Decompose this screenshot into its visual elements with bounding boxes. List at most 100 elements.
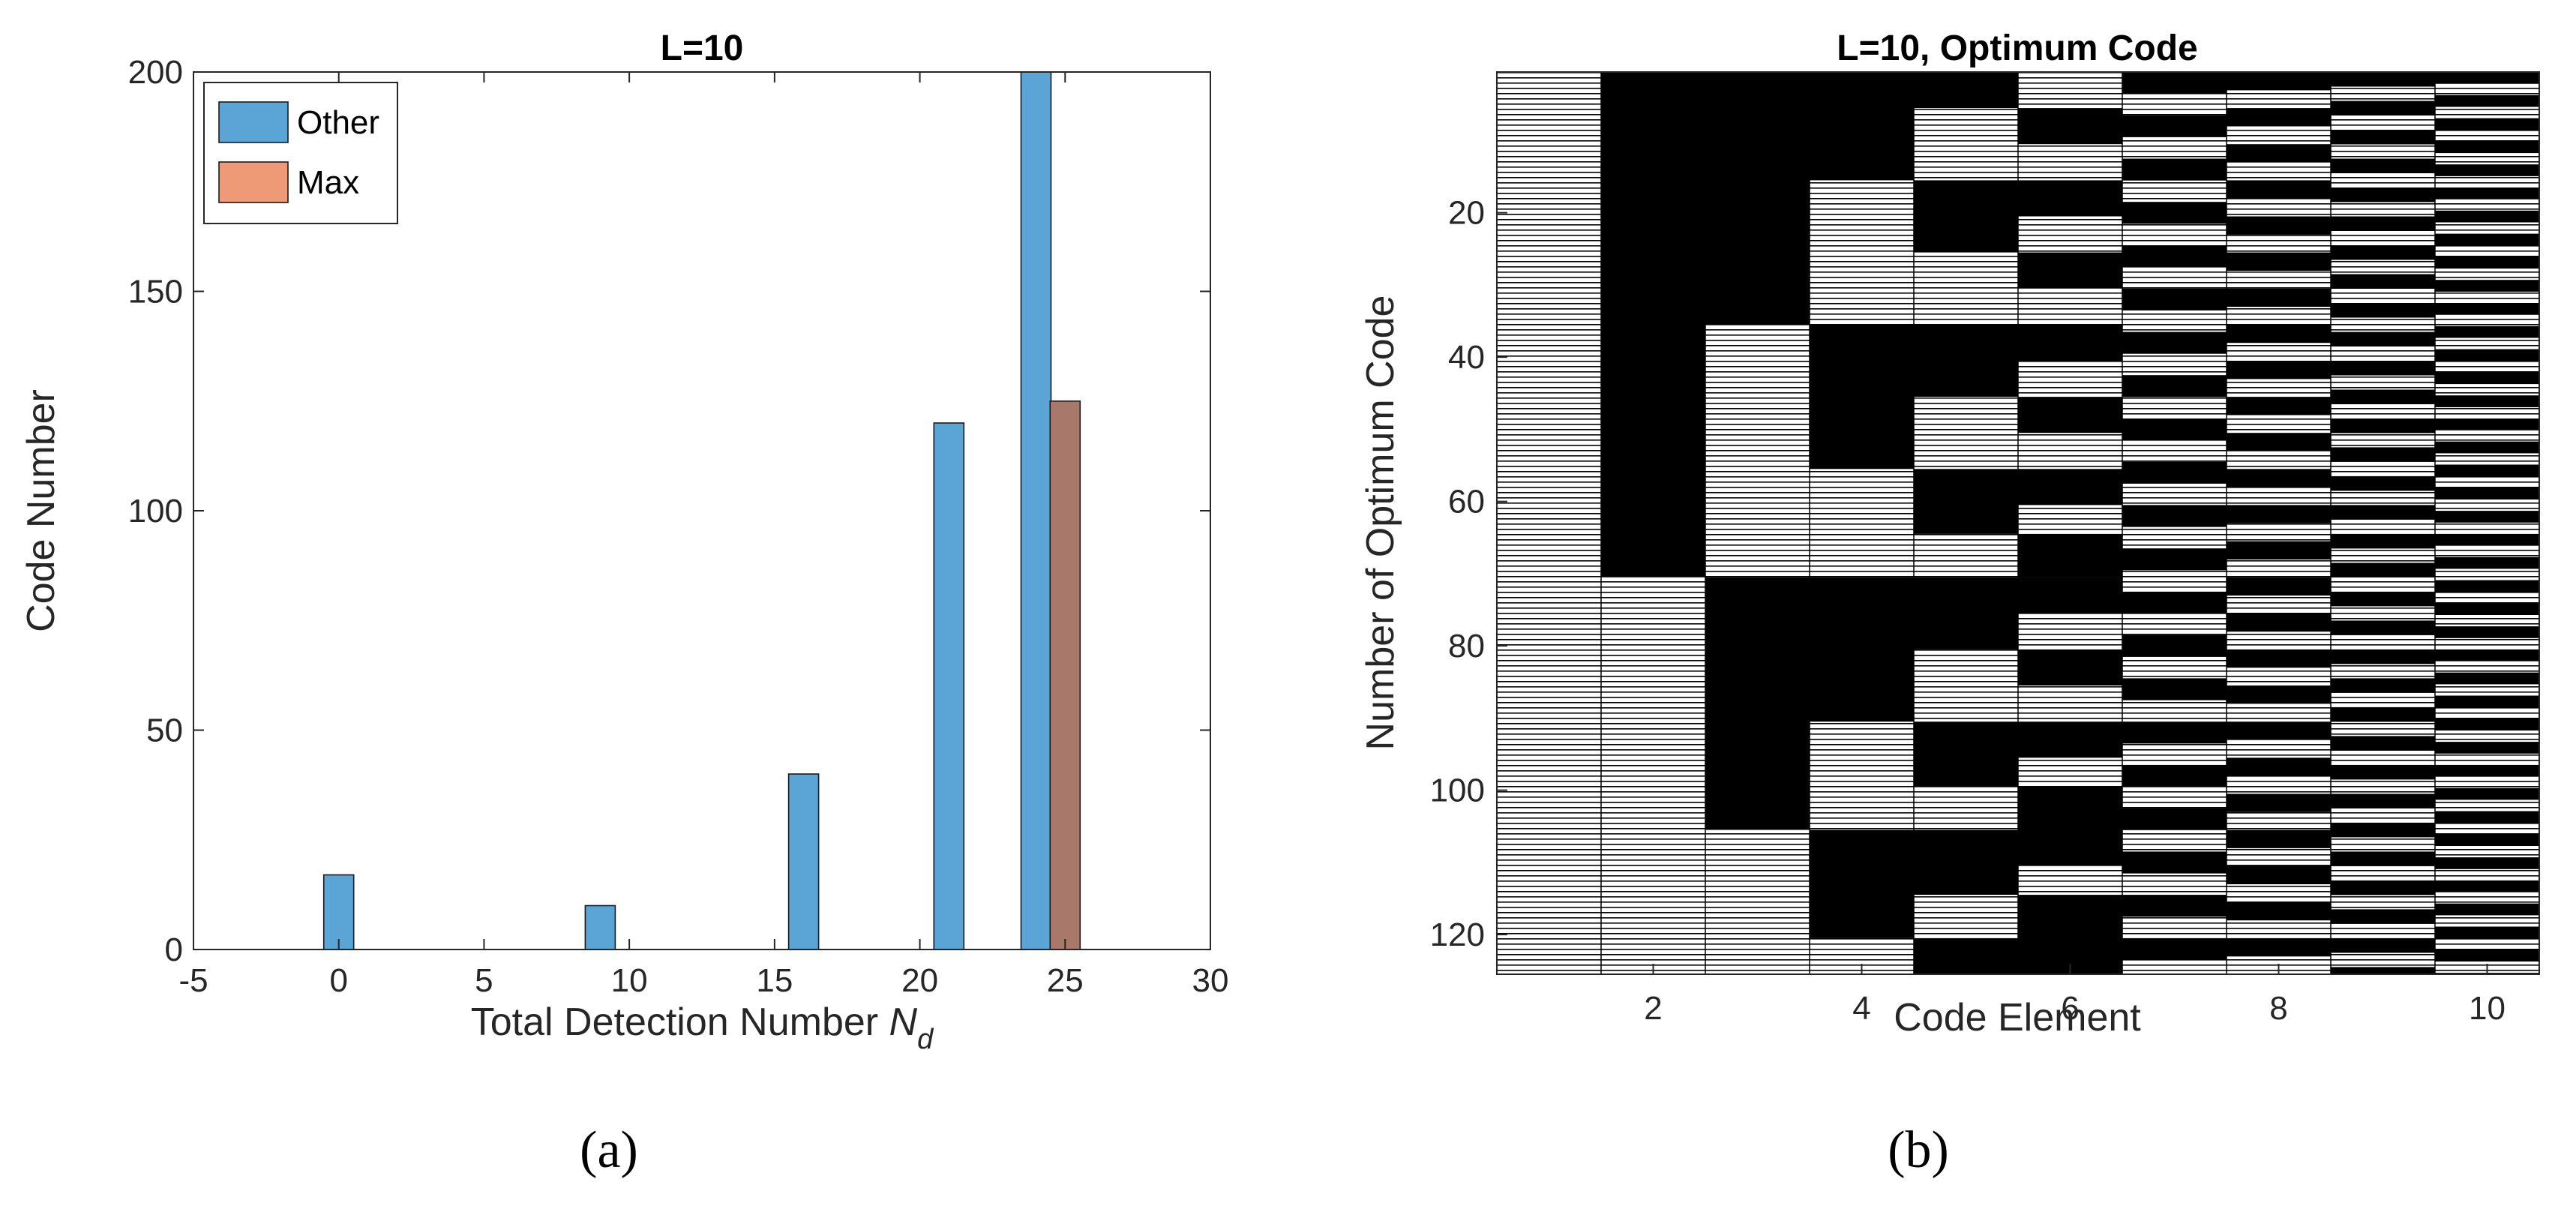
legend-swatch [218, 101, 289, 143]
cell-block-one [1810, 722, 1915, 830]
cell-block-zero [2331, 72, 2436, 87]
cell-block-one [1497, 72, 1602, 974]
y-tick-label: 120 [1430, 916, 1485, 953]
cell-block-one [2018, 505, 2123, 535]
heatmap-panel: L=10, Optimum Code 2 4 6 8 10 20 40 60 80 100 120… [1359, 28, 2540, 1179]
cell-block-zero [2331, 909, 2436, 924]
cell-block-zero [2122, 851, 2227, 874]
cell-block-zero [2435, 464, 2539, 477]
cell-block-zero [2435, 926, 2539, 939]
x-axis-label: Total Detection Number Nd [471, 1000, 934, 1055]
cell-block-zero [2018, 895, 2123, 939]
cell-block-zero [2435, 164, 2539, 176]
x-tick-label: 10 [2469, 990, 2506, 1027]
cell-block-one [1601, 577, 1706, 974]
x-axis-label-subscript: d [917, 1024, 934, 1055]
cell-block-zero [2227, 794, 2332, 812]
cell-block-zero [2227, 541, 2332, 560]
bar-group [322, 71, 1081, 950]
y-tick-labels: 20 40 60 80 100 120 [1430, 195, 1485, 953]
cell-block-zero [2435, 303, 2539, 315]
x-tick-label: 10 [611, 962, 648, 999]
cell-block-zero [2331, 764, 2436, 780]
cell-block-zero [2435, 280, 2539, 292]
cell-block-zero [2018, 786, 2123, 830]
cell-block-zero [2435, 188, 2539, 200]
y-axis-label: Code Number [19, 389, 63, 632]
cell-block-zero [2435, 718, 2539, 730]
cell-block-zero [2331, 245, 2436, 260]
cell-block-zero [2122, 202, 2227, 224]
caption-b: (b) [1888, 1121, 1949, 1179]
cell-block-zero [2331, 188, 2436, 202]
cell-block-zero [2018, 722, 2123, 758]
x-tick-label: 15 [756, 962, 793, 999]
x-tick-label: 20 [901, 962, 938, 999]
y-tick-label: 100 [1430, 772, 1485, 809]
cell-block-zero [2435, 603, 2539, 615]
cell-block-zero [2435, 533, 2539, 546]
heatmap-cells [1497, 72, 2539, 974]
cell-block-zero [2122, 115, 2227, 137]
cell-block-zero [2435, 233, 2539, 246]
cell-block-zero [2435, 210, 2539, 223]
cell-block-zero [2331, 649, 2436, 664]
bar-max [1049, 400, 1081, 950]
cell-block-zero [1914, 469, 2019, 535]
cell-block-zero [2122, 808, 2227, 830]
cell-block-zero [2227, 433, 2332, 452]
cell-block-zero [2227, 902, 2332, 921]
cell-block-zero [2227, 324, 2332, 344]
cell-block-zero [2435, 695, 2539, 708]
cell-block-zero [2435, 118, 2539, 130]
cell-block-zero [1914, 180, 2019, 253]
legend-label: Other [297, 104, 379, 141]
cell-block-zero [2227, 397, 2332, 416]
cell-block-one [1810, 469, 1915, 578]
y-axis-label: Number of Optimum Code [1359, 296, 1402, 751]
cell-block-zero [2331, 706, 2436, 722]
y-tick-label: 150 [128, 274, 183, 310]
cell-block-zero [1810, 577, 1915, 722]
cell-block-zero [2331, 100, 2436, 116]
cell-block-one [2018, 758, 2123, 788]
cell-block-zero [2122, 634, 2227, 657]
cell-block-one [2018, 144, 2123, 181]
cell-block-zero [2331, 216, 2436, 231]
cell-column-bg [2331, 72, 2436, 974]
cell-block-zero [2435, 94, 2539, 107]
cell-block-zero [2435, 903, 2539, 916]
axes [1496, 71, 2540, 975]
cell-block-one [2018, 613, 2123, 650]
x-tick-label: 4 [1852, 990, 1870, 1027]
cell-block-zero [2435, 511, 2539, 523]
cell-block-zero [2435, 649, 2539, 662]
legend-label: Max [297, 164, 359, 201]
cell-block-zero [2227, 613, 2332, 632]
cell-block-one [1914, 252, 2019, 326]
cell-block-zero [2435, 672, 2539, 685]
cell-block-zero [2122, 418, 2227, 441]
cell-block-zero [1810, 324, 1915, 470]
cell-block-zero [2227, 938, 2332, 957]
bar-other [584, 904, 616, 950]
y-tick-label: 40 [1448, 339, 1485, 376]
cell-block-zero [2331, 794, 2436, 808]
x-tick-label: -5 [178, 962, 208, 999]
cell-block-zero [2122, 72, 2227, 94]
cell-block-zero [2227, 686, 2332, 704]
cell-block-zero [2435, 441, 2539, 454]
cell-block-zero [1914, 938, 2019, 974]
cell-block-zero [2122, 375, 2227, 398]
cell-block-one [2018, 216, 2123, 253]
y-tick-label: 200 [128, 54, 183, 91]
cell-block-one [2018, 72, 2123, 109]
cell-block-zero [2227, 830, 2332, 848]
cell-block-zero [2331, 822, 2436, 838]
cell-block-zero [2018, 533, 2123, 578]
bar-other [933, 422, 965, 950]
cell-block-zero [2018, 180, 2123, 217]
cell-block-zero [2331, 361, 2436, 376]
cell-block-zero [2435, 626, 2539, 638]
